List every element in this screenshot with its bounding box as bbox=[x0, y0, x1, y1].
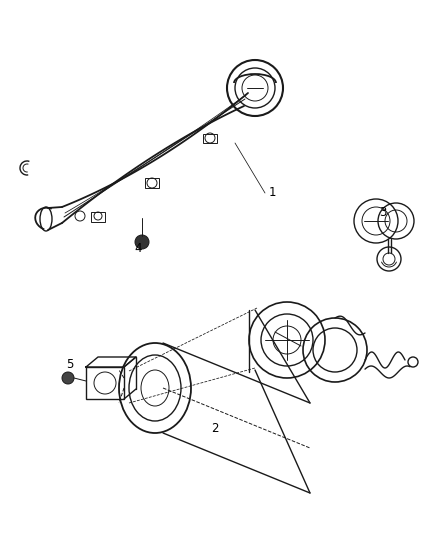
Bar bbox=[145, 178, 159, 188]
Text: 3: 3 bbox=[379, 206, 387, 220]
Bar bbox=[91, 212, 105, 222]
Bar bbox=[86, 367, 124, 399]
Text: 1: 1 bbox=[268, 187, 276, 199]
Text: 4: 4 bbox=[134, 241, 142, 254]
Text: 2: 2 bbox=[211, 422, 219, 434]
Bar bbox=[203, 134, 217, 143]
Text: 5: 5 bbox=[66, 359, 74, 372]
Circle shape bbox=[62, 372, 74, 384]
Circle shape bbox=[135, 235, 149, 249]
